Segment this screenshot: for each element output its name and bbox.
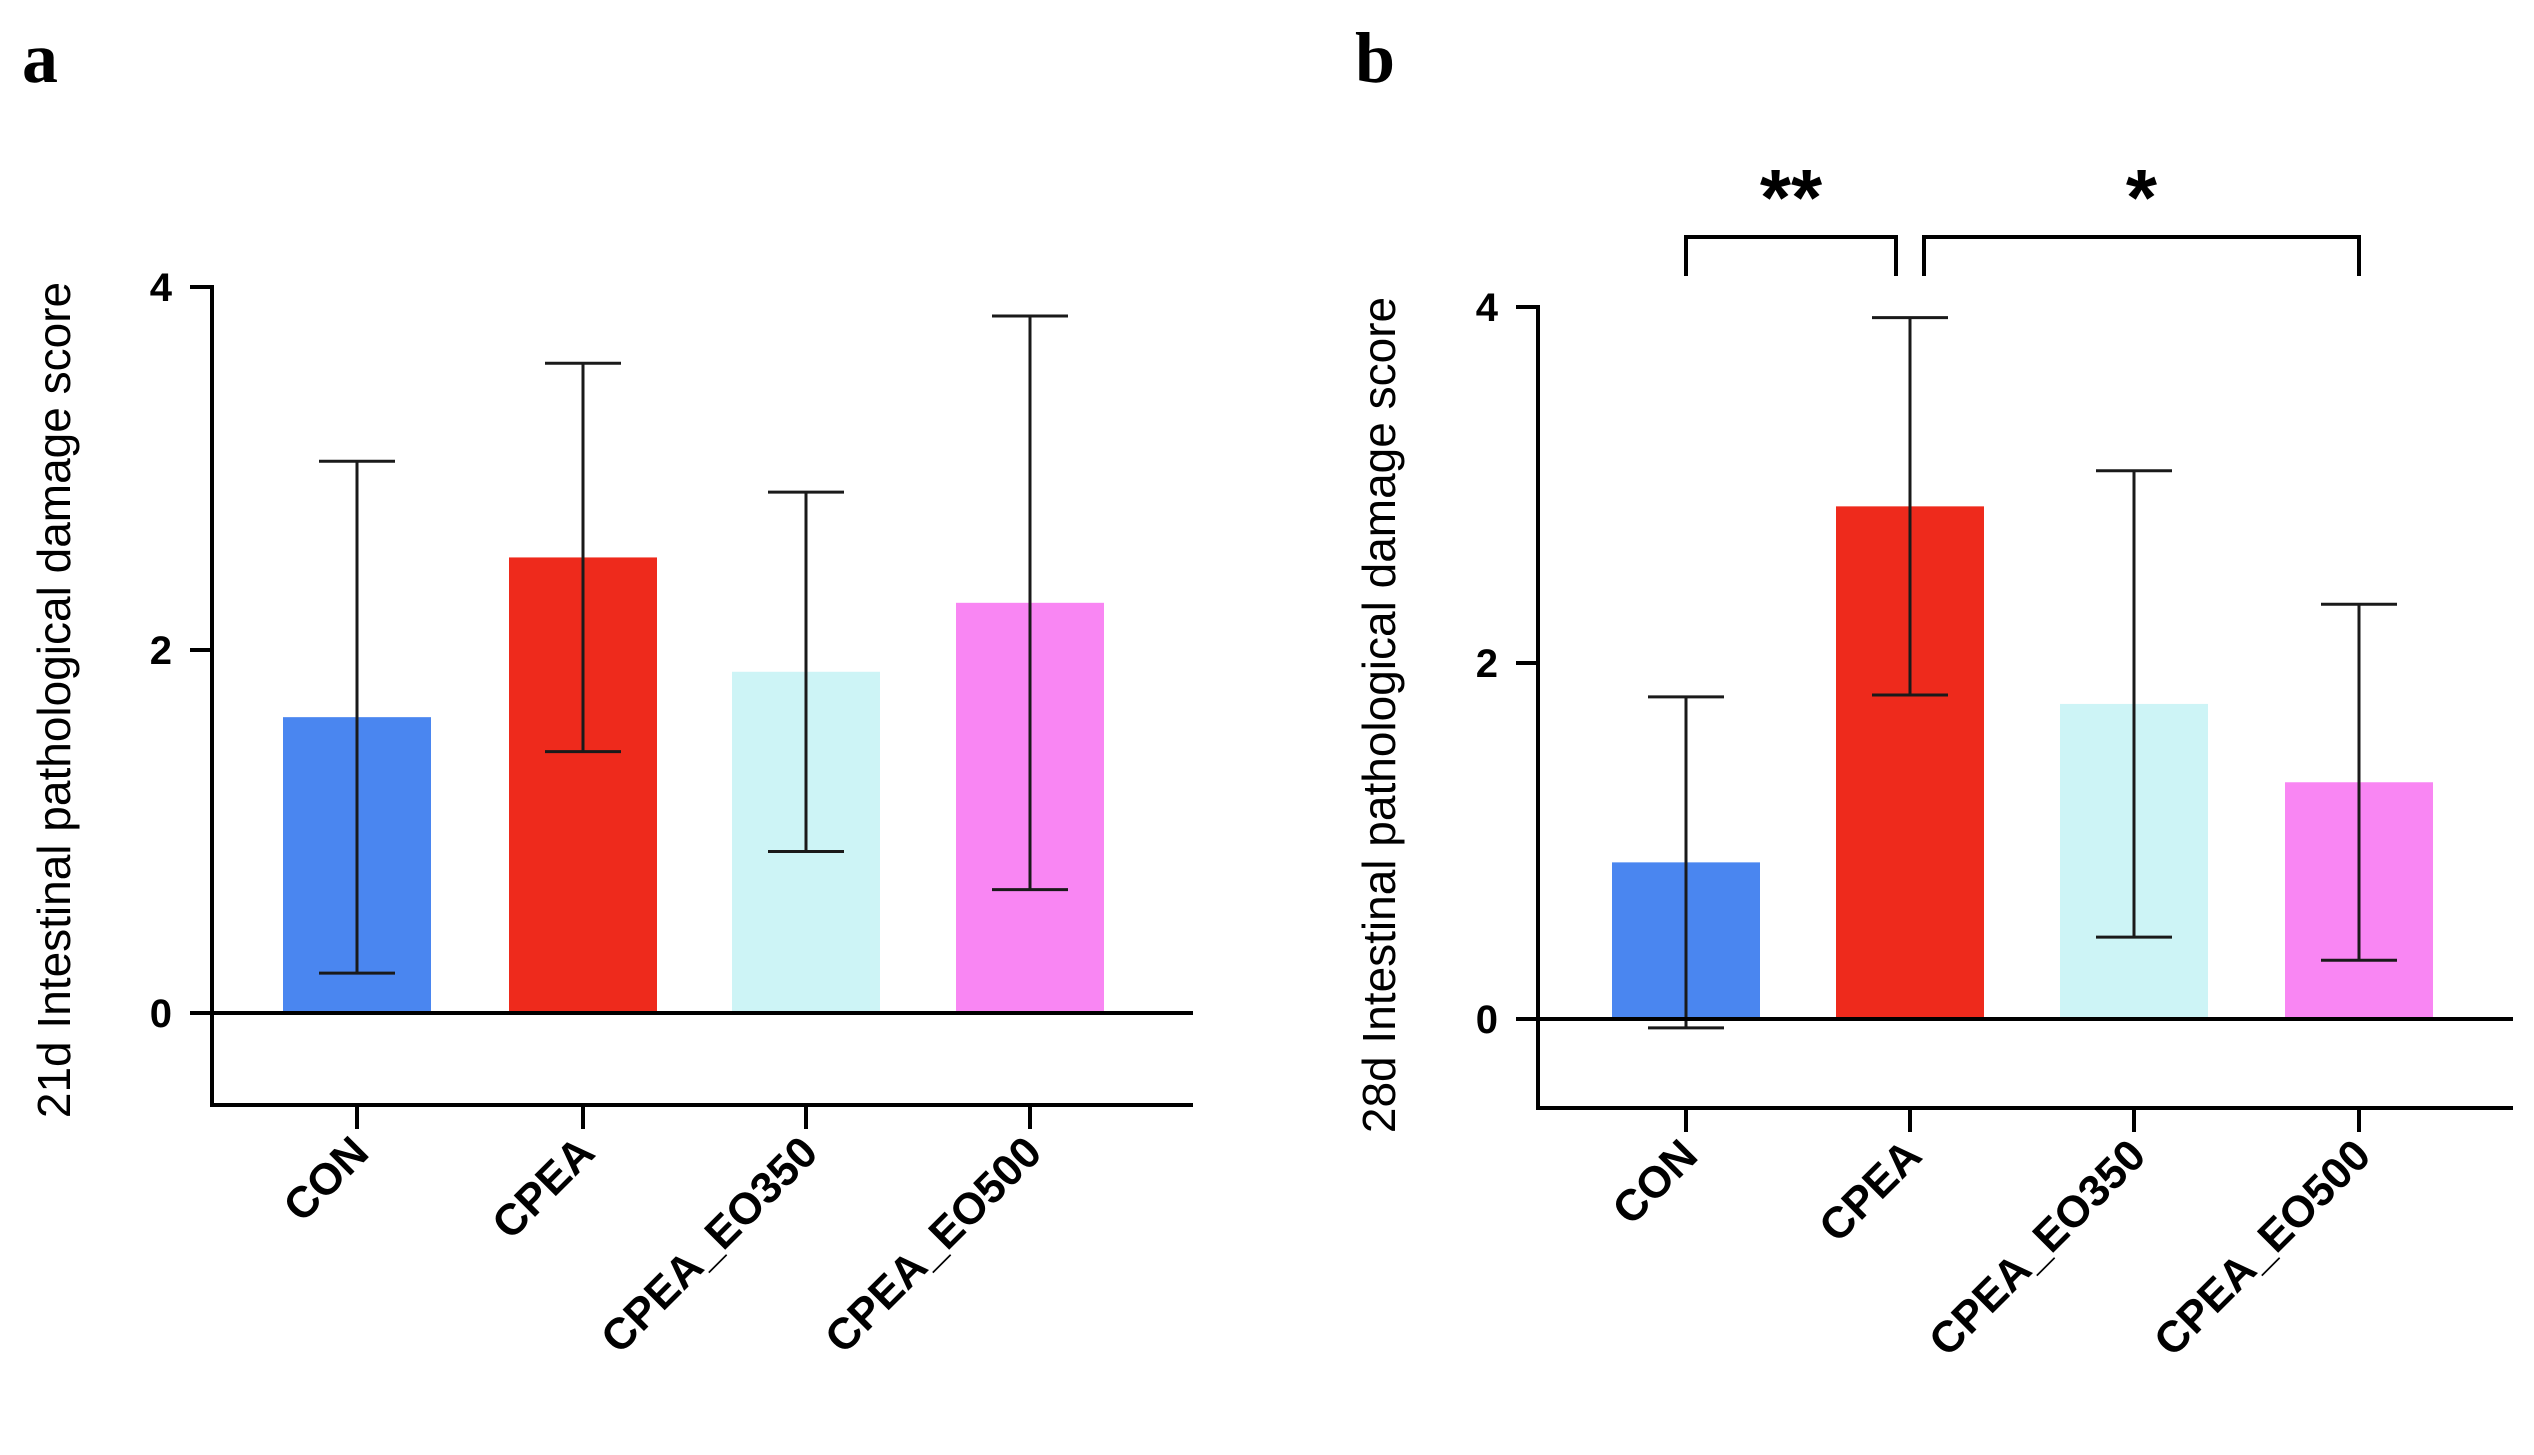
panel-b-y-tick-label-0: 0 bbox=[1476, 998, 1498, 1042]
panel-a-x-tick-label-cpea_eo500: CPEA_EO500 bbox=[816, 1127, 1051, 1362]
panel-b: b 28d Intestinal pathological damage sco… bbox=[1353, 18, 2513, 1366]
panel-a-error-bar-con bbox=[319, 459, 395, 975]
panel-b-significance-bracket-0: ** bbox=[1684, 153, 1898, 276]
significance-label: * bbox=[2126, 153, 2158, 242]
panel-a-x-tick-label-con: CON bbox=[274, 1127, 378, 1231]
panel-b-error-bar-cpea_eo500 bbox=[2321, 602, 2397, 962]
panel-b-error-bar-con bbox=[1648, 695, 1724, 1030]
panel-a-letter: a bbox=[22, 18, 58, 98]
panel-a-y-tick-label-2: 2 bbox=[150, 629, 172, 673]
panel-a-x-tick-label-cpea: CPEA bbox=[483, 1127, 604, 1248]
panel-b-x-tick-label-cpea_eo500: CPEA_EO500 bbox=[2145, 1130, 2380, 1365]
panel-b-x-tick-label-cpea: CPEA bbox=[1810, 1130, 1931, 1251]
panel-b-y-tick-label-2: 2 bbox=[1476, 642, 1498, 686]
panel-b-significance-bracket-1: * bbox=[1922, 153, 2361, 276]
panel-a-error-bar-cpea_eo350 bbox=[768, 490, 844, 853]
panel-b-x-tick-label-cpea_eo350: CPEA_EO350 bbox=[1920, 1130, 2155, 1365]
panel-b-error-bar-cpea bbox=[1872, 316, 1948, 697]
panel-a-y-tick-label-0: 0 bbox=[150, 992, 172, 1036]
panel-b-x-tick-label-con: CON bbox=[1603, 1130, 1707, 1234]
panel-b-y-tick-label-4: 4 bbox=[1476, 286, 1499, 330]
panel-a-error-bar-cpea bbox=[545, 361, 621, 754]
panel-b-y-axis-label: 28d Intestinal pathological damage score bbox=[1353, 297, 1405, 1133]
significance-bracket-line bbox=[1922, 235, 2361, 276]
panel-b-error-bar-cpea_eo350 bbox=[2096, 469, 2172, 939]
panel-a-y-tick-label-4: 4 bbox=[150, 266, 173, 310]
panel-a-y-axis-label: 21d Intestinal pathological damage score bbox=[28, 282, 80, 1118]
significance-label: ** bbox=[1760, 153, 1823, 242]
panel-b-letter: b bbox=[1355, 18, 1395, 98]
panel-a-x-tick-label-cpea_eo350: CPEA_EO350 bbox=[592, 1127, 827, 1362]
panel-a-error-bar-cpea_eo500 bbox=[992, 314, 1068, 892]
panel-a: a 21d Intestinal pathological damage sco… bbox=[22, 18, 1193, 1363]
significance-bracket-line bbox=[1684, 235, 1898, 276]
